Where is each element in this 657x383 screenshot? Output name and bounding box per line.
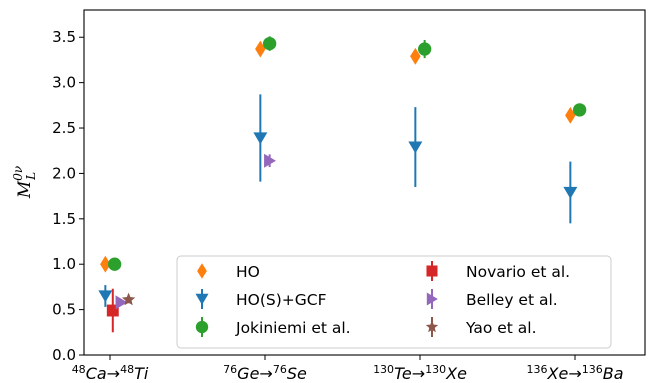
- x-category-label: 76Ge→76Se: [223, 363, 307, 383]
- data-point: [106, 304, 119, 317]
- legend-label: Novario et al.: [466, 263, 570, 281]
- legend-entry: HO: [197, 263, 260, 281]
- series-ho-s-gcf: [98, 94, 578, 307]
- legend-entry: Jokiniemi et al.: [195, 317, 351, 337]
- data-point: [255, 40, 266, 58]
- y-axis-label: M0νL: [11, 166, 38, 199]
- data-point: [98, 290, 113, 303]
- legend-marker: [426, 265, 438, 277]
- legend-entry: Yao et al.: [425, 317, 537, 337]
- series-jokiniemi-et-al: [108, 36, 587, 271]
- legend-marker: [195, 320, 209, 334]
- data-point: [264, 153, 276, 168]
- series-ho: [100, 40, 576, 273]
- y-tick-label: 2.0: [52, 164, 76, 182]
- x-axis: 48Ca→48Ti 76Ge→76Se 130Te→130Xe 136Xe→136Ba: [72, 355, 624, 383]
- legend-marker: [426, 292, 438, 306]
- legend-label: HO: [236, 263, 260, 281]
- series-yao-et-al: [121, 292, 136, 306]
- data-point: [408, 141, 423, 154]
- legend-marker: [195, 293, 209, 305]
- plot-area: [83, 9, 646, 356]
- legend: HO HO(S)+GCF Jokiniemi et al. Novario et al…: [176, 255, 612, 349]
- series-novario-et-al: [106, 288, 119, 333]
- y-tick-label: 3.5: [52, 28, 76, 46]
- x-category-label: 130Te→130Xe: [373, 363, 467, 383]
- data-point: [115, 295, 128, 310]
- legend-label: Jokiniemi et al.: [235, 319, 351, 337]
- x-category-label: 48Ca→48Ti: [72, 363, 149, 383]
- y-tick-label: 0.0: [52, 346, 76, 364]
- data-point: [418, 42, 432, 56]
- data-point: [108, 257, 122, 271]
- data-point: [565, 106, 576, 124]
- legend-label: Belley et al.: [466, 291, 558, 309]
- data-point: [563, 186, 578, 199]
- y-tick-label: 2.5: [52, 119, 76, 137]
- legend-box: [176, 255, 612, 349]
- y-tick-label: 1.5: [52, 210, 76, 228]
- y-tick-label: 3.0: [52, 74, 76, 92]
- legend-entry: Novario et al.: [426, 261, 570, 281]
- data-point: [263, 36, 277, 51]
- legend-entry: Belley et al.: [426, 289, 558, 309]
- legend-marker: [197, 263, 207, 279]
- legend-entry: HO(S)+GCF: [195, 289, 327, 309]
- series-belley-et-al: [115, 153, 276, 310]
- y-tick-label: 1.0: [52, 255, 76, 273]
- y-tick-label: 0.5: [52, 301, 76, 319]
- plot-frame: [83, 9, 646, 356]
- legend-marker: [425, 320, 439, 333]
- data-marks: [98, 36, 587, 333]
- legend-label: HO(S)+GCF: [236, 291, 327, 309]
- data-point: [253, 132, 268, 145]
- data-point: [573, 103, 587, 117]
- data-point: [410, 47, 421, 65]
- data-point: [100, 255, 111, 273]
- y-axis: 0.0 0.5 1.0 1.5 2.0 2.5 3.0 3.5: [52, 28, 84, 364]
- x-category-label: 136Xe→136Ba: [527, 363, 624, 383]
- data-point: [121, 292, 136, 306]
- legend-label: Yao et al.: [465, 319, 537, 337]
